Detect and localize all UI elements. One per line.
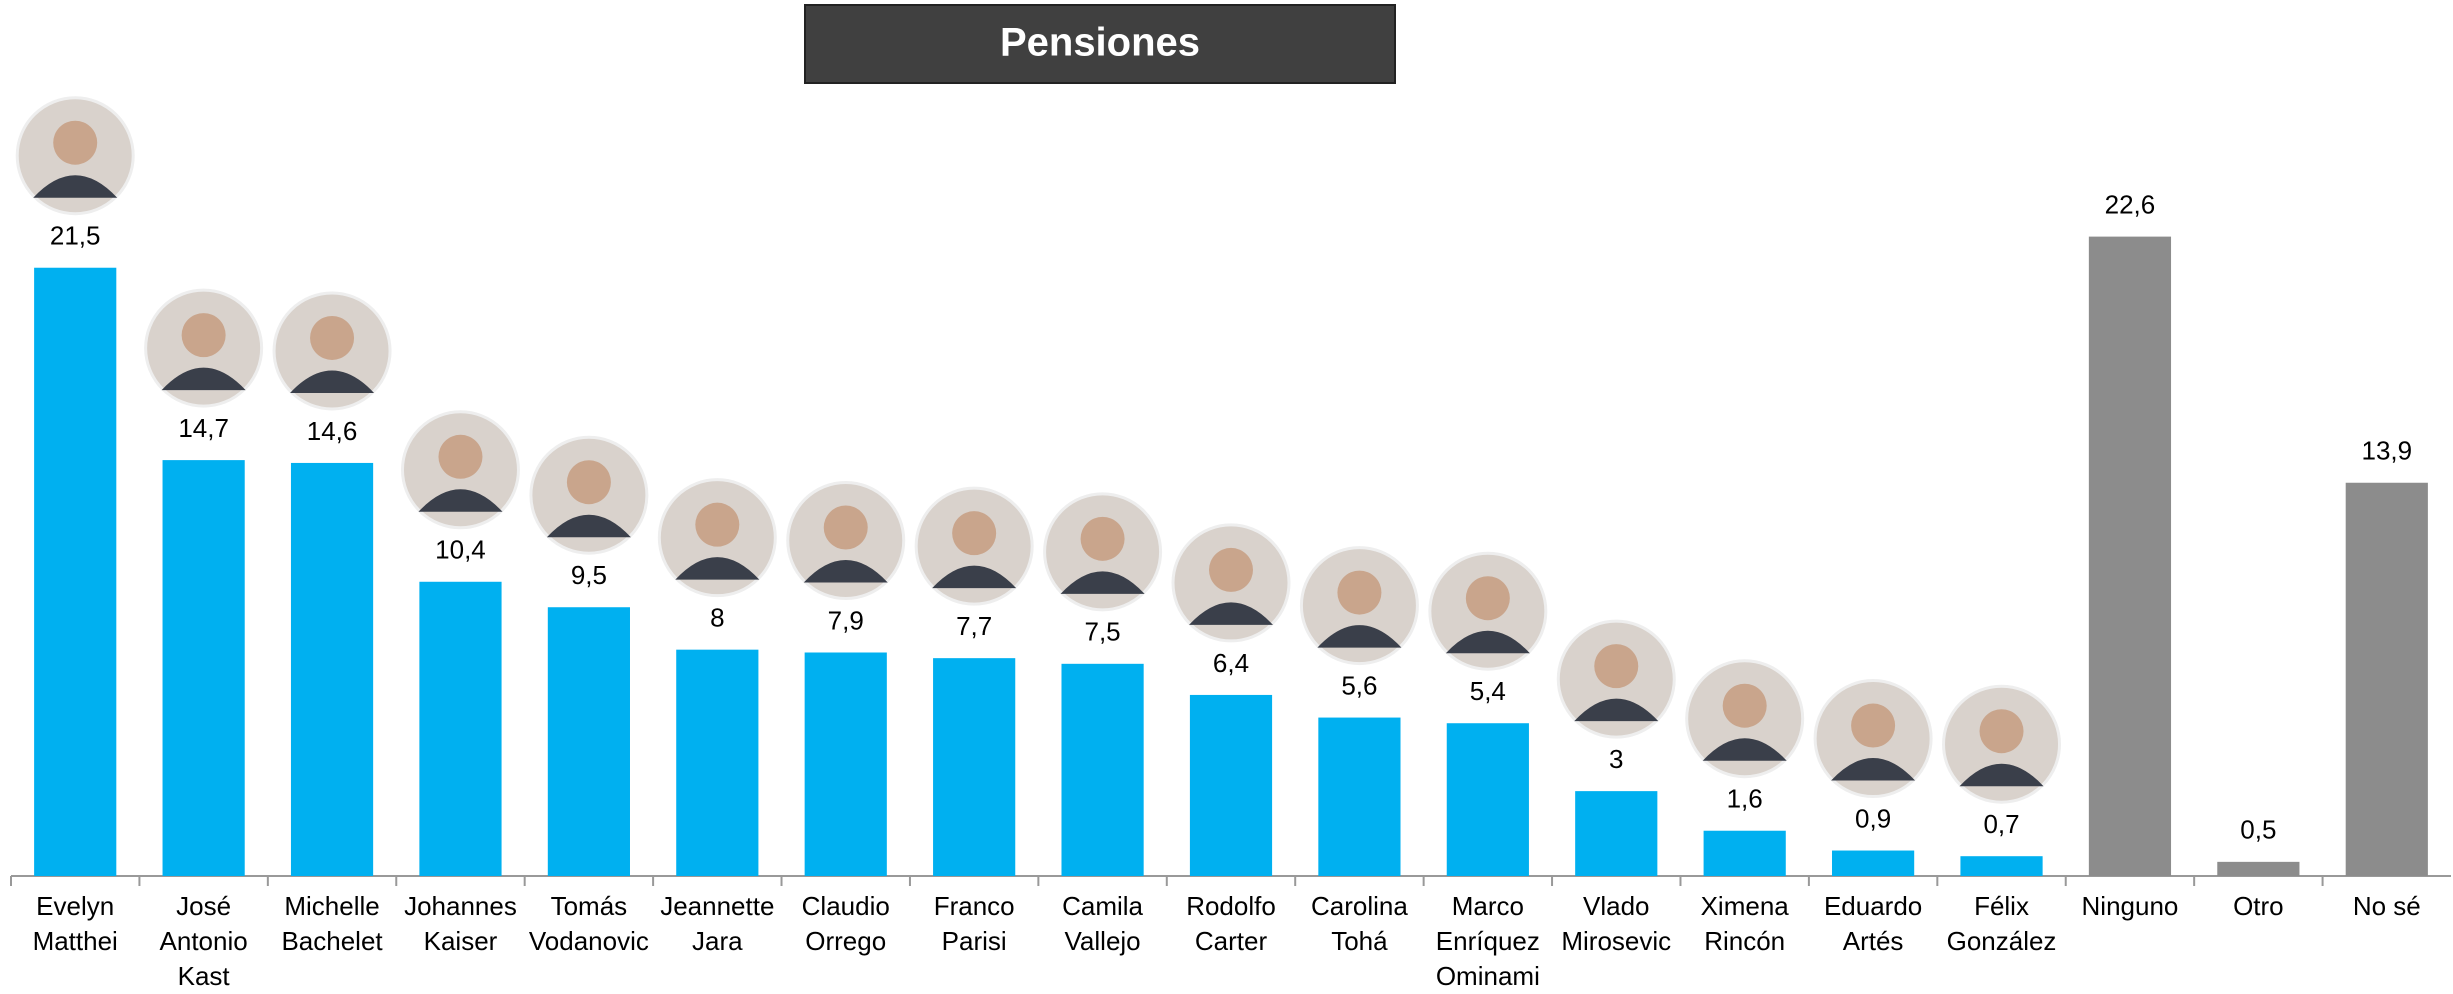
data-label: 5,4 <box>1470 676 1506 706</box>
data-label: 14,6 <box>307 416 358 446</box>
data-label: 1,6 <box>1727 784 1763 814</box>
photo-head <box>1722 683 1767 728</box>
x-tick-label: Ninguno <box>2082 891 2179 921</box>
photo-body <box>161 367 246 391</box>
photo-body <box>33 175 118 198</box>
bar <box>2345 482 2428 876</box>
x-tick-label: Jeannette Jara <box>660 891 774 956</box>
data-label: 14,7 <box>178 413 229 443</box>
photo-head <box>566 460 611 505</box>
bar <box>2088 236 2172 876</box>
bar <box>290 462 374 876</box>
photo-head <box>1209 547 1253 592</box>
bar <box>547 607 630 876</box>
x-tick-label: Johannes Kaiser <box>404 891 517 956</box>
photo-head <box>1080 516 1125 561</box>
data-label: 6,4 <box>1213 648 1249 678</box>
data-label: 8 <box>710 603 724 633</box>
x-tick-label: José Antonio Kast <box>160 891 248 991</box>
photo-body <box>546 514 631 538</box>
photo-body <box>803 559 888 583</box>
data-label: 0,9 <box>1855 803 1891 833</box>
photo-body <box>1189 602 1273 625</box>
bar <box>1318 717 1401 876</box>
bar <box>676 649 759 876</box>
photo-head <box>695 502 740 547</box>
bar <box>1061 663 1144 876</box>
bar <box>1446 723 1529 876</box>
photo-body <box>675 557 760 580</box>
data-label: 21,5 <box>50 221 101 251</box>
x-tick-label: Camila Vallejo <box>1062 891 1143 956</box>
data-label: 13,9 <box>2361 436 2412 466</box>
x-tick-label: Evelyn Matthei <box>33 891 118 956</box>
data-label: 7,9 <box>828 605 864 635</box>
x-tick-label: Ximena Rincón <box>1701 891 1790 956</box>
photo-head <box>823 505 868 550</box>
photo-head <box>1594 644 1639 689</box>
photo-head <box>952 511 997 556</box>
x-tick-label: Michelle Bachelet <box>281 891 383 956</box>
data-label: 5,6 <box>1341 670 1377 700</box>
data-label: 9,5 <box>571 560 607 590</box>
x-tick-label: Vlado Mirosevic <box>1561 891 1671 956</box>
x-tick-label: Félix González <box>1947 891 2057 956</box>
bar <box>419 581 502 876</box>
title-box <box>804 4 1396 84</box>
bar <box>804 652 887 876</box>
photo-head <box>310 315 355 360</box>
photo-head <box>1851 703 1896 748</box>
bar <box>933 658 1016 876</box>
bar <box>34 267 117 877</box>
bar <box>162 460 245 876</box>
bar <box>2217 861 2300 876</box>
photo-head <box>438 434 483 479</box>
data-label: 3 <box>1609 744 1623 774</box>
photo-head <box>1337 570 1382 615</box>
x-tick-label: Tomás Vodanovic <box>529 891 649 956</box>
photo-head <box>1979 709 2024 754</box>
x-tick-label: Eduardo Artés <box>1824 891 1922 956</box>
x-tick-label: Franco Parisi <box>934 891 1015 956</box>
photo-body <box>1574 698 1659 722</box>
photo-body <box>418 489 503 512</box>
photo-body <box>1959 763 2044 787</box>
chart-title: Pensiones <box>1000 21 1200 65</box>
photo-body <box>1317 625 1402 648</box>
x-tick-label: Rodolfo Carter <box>1186 891 1276 956</box>
x-tick-label: Otro <box>2233 891 2284 921</box>
photo-body <box>1060 571 1145 594</box>
photo-head <box>53 120 98 165</box>
data-label: 0,5 <box>2240 815 2276 845</box>
bar <box>1703 830 1786 876</box>
data-label: 0,7 <box>1983 809 2019 839</box>
bar <box>1832 850 1915 876</box>
x-tick-label: Claudio Orrego <box>802 891 890 956</box>
bar <box>1189 694 1273 876</box>
photo-head <box>1465 576 1510 621</box>
bar <box>1960 856 2043 876</box>
x-tick-label: Marco Enríquez Ominami <box>1436 891 1540 991</box>
photo-body <box>290 370 375 393</box>
photo-body <box>1831 758 1916 781</box>
photo-body <box>932 565 1017 589</box>
data-label: 22,6 <box>2105 189 2156 219</box>
bar <box>1575 791 1658 876</box>
photo-body <box>1445 630 1530 654</box>
photo-head <box>181 313 226 358</box>
data-label: 10,4 <box>435 535 486 565</box>
x-tick-label: No sé <box>2353 891 2421 921</box>
data-label: 7,7 <box>956 611 992 641</box>
x-tick-label: Carolina Tohá <box>1311 891 1408 956</box>
photo-body <box>1702 738 1787 761</box>
data-label: 7,5 <box>1085 617 1121 647</box>
